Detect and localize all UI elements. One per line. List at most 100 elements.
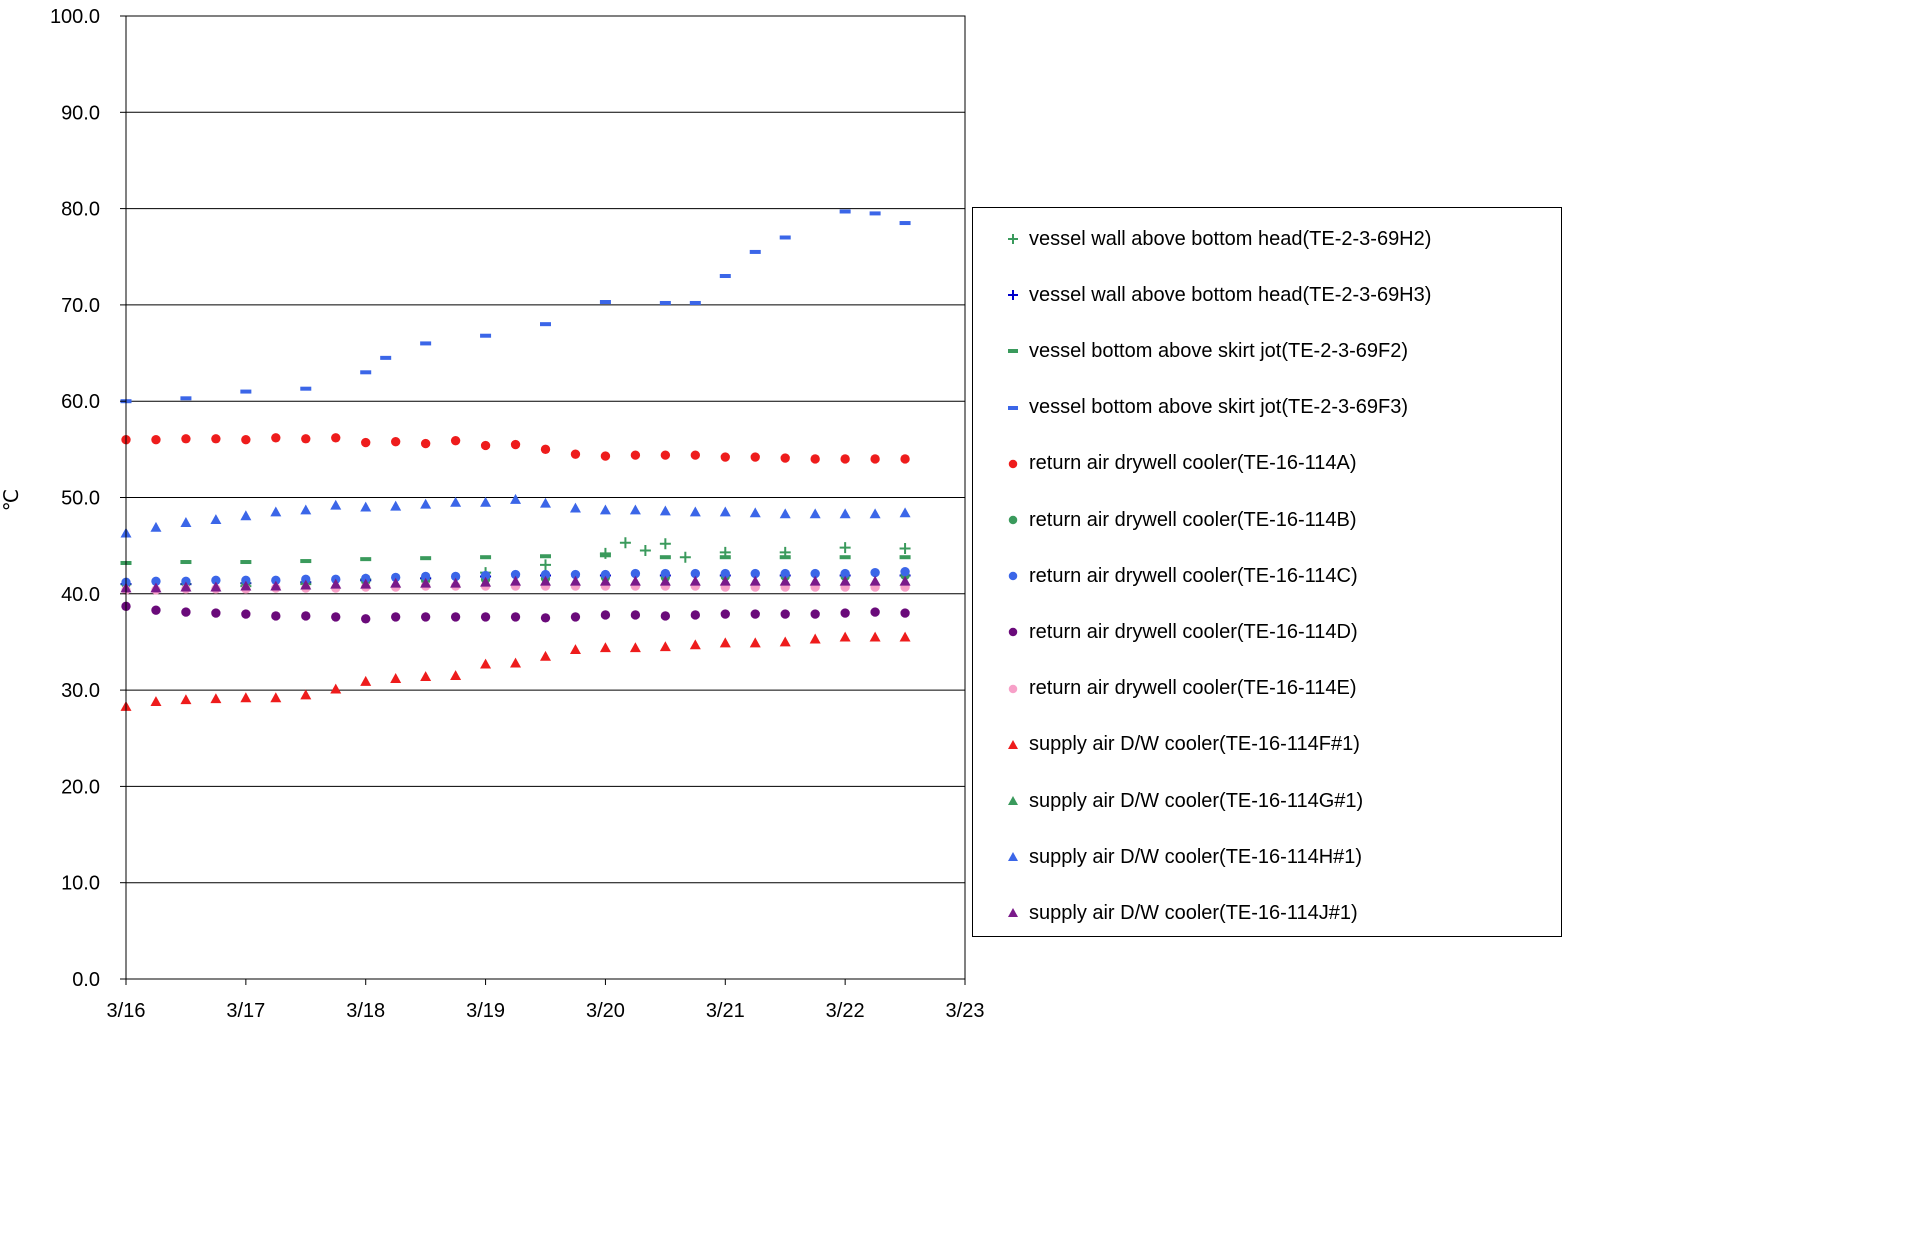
data-point <box>659 300 671 305</box>
legend-marker <box>1008 908 1018 918</box>
data-point <box>600 451 611 461</box>
data-point <box>540 444 551 455</box>
data-point <box>870 607 880 617</box>
legend-label: return air drywell cooler(TE-16-114E) <box>1029 677 1357 700</box>
data-point <box>390 577 402 588</box>
data-point <box>420 612 431 622</box>
data-point <box>361 573 371 584</box>
legend-item: vessel bottom above skirt jot(TE-2-3-69F… <box>1008 336 1409 366</box>
x-tick-label: 3/20 <box>586 1000 625 1022</box>
data-point <box>780 568 790 579</box>
data-point <box>210 693 222 704</box>
data-point <box>360 370 372 375</box>
data-point <box>301 611 311 621</box>
data-point <box>719 506 731 517</box>
legend-label: vessel bottom above skirt jot(TE-2-3-69F… <box>1029 339 1409 362</box>
legend-marker <box>1008 852 1018 862</box>
data-point <box>510 569 521 580</box>
series-6 <box>121 566 910 587</box>
data-point <box>689 575 701 586</box>
data-point <box>630 450 641 460</box>
legend-item: return air drywell cooler(TE-16-114A) <box>1008 449 1357 479</box>
data-point <box>480 496 492 507</box>
data-point <box>450 436 461 446</box>
data-point <box>300 689 312 700</box>
data-point <box>241 435 251 445</box>
data-point <box>839 631 851 642</box>
data-point <box>510 575 522 586</box>
data-point <box>869 631 881 642</box>
data-point <box>839 542 851 554</box>
data-point <box>779 508 791 519</box>
data-point <box>211 434 221 444</box>
series-4 <box>121 433 910 464</box>
data-point <box>420 671 432 682</box>
data-point <box>599 575 611 586</box>
data-point <box>420 556 432 561</box>
data-point <box>720 568 730 579</box>
data-point <box>150 521 162 532</box>
data-point <box>899 555 911 560</box>
data-point <box>330 578 342 589</box>
data-point <box>150 582 162 593</box>
legend-marker <box>1008 234 1018 244</box>
data-point <box>420 341 432 346</box>
data-point <box>480 612 491 622</box>
tick-labels: 0.0 10.0 20.0 30.0 40.0 50.0 60.0 70.0 80.0 90.0 1… <box>50 6 985 1022</box>
data-point <box>180 581 192 592</box>
legend-label: supply air D/W cooler(TE-16-114G#1) <box>1029 789 1364 812</box>
y-tick-label: 70.0 <box>61 295 100 317</box>
data-point <box>660 568 671 579</box>
data-point <box>480 333 492 338</box>
legend-label: supply air D/W cooler(TE-16-114F#1) <box>1029 733 1360 756</box>
data-point <box>420 571 431 582</box>
y-tick-label: 20.0 <box>61 776 100 798</box>
data-point <box>330 499 342 510</box>
y-tick-label: 40.0 <box>61 584 100 606</box>
data-point <box>629 575 641 586</box>
data-point <box>720 452 730 462</box>
legend: vessel wall above bottom head(TE-2-3-69H… <box>972 207 1562 937</box>
data-point <box>839 209 851 214</box>
data-point <box>510 657 522 668</box>
data-point <box>810 568 820 579</box>
data-point <box>569 644 581 655</box>
legend-item: supply air D/W cooler(TE-16-114J#1) <box>1008 898 1358 928</box>
y-axis-label: ℃ <box>1 489 23 511</box>
y-tick-label: 80.0 <box>61 199 100 221</box>
data-point <box>869 211 881 216</box>
data-point <box>690 610 700 620</box>
data-point <box>629 504 641 515</box>
data-point <box>629 642 641 653</box>
data-point <box>870 454 880 464</box>
legend-marker <box>1008 459 1018 469</box>
data-point <box>810 609 820 619</box>
data-point <box>151 576 161 586</box>
data-point <box>719 274 731 279</box>
data-point <box>271 433 281 443</box>
x-tick-label: 3/18 <box>346 1000 385 1022</box>
data-point <box>630 610 641 620</box>
legend-item: return air drywell cooler(TE-16-114E) <box>1008 674 1357 704</box>
legend-marker <box>1008 684 1018 693</box>
data-point <box>361 614 371 624</box>
data-point <box>619 537 631 549</box>
data-point <box>809 575 821 586</box>
data-point <box>270 580 282 591</box>
data-point <box>450 571 461 582</box>
data-point <box>300 579 312 590</box>
data-point <box>540 322 551 327</box>
axes <box>120 15 966 985</box>
data-point <box>420 438 431 449</box>
data-point <box>181 434 191 444</box>
legend-item: supply air D/W cooler(TE-16-114G#1) <box>1008 786 1364 816</box>
data-point <box>570 612 581 622</box>
data-point <box>330 683 342 694</box>
legend-marker <box>1008 571 1018 581</box>
data-point <box>300 504 312 515</box>
data-point <box>540 650 551 661</box>
y-tick-label: 100.0 <box>50 6 100 28</box>
data-point <box>510 439 521 450</box>
data-point <box>300 386 312 391</box>
data-point <box>570 449 581 459</box>
